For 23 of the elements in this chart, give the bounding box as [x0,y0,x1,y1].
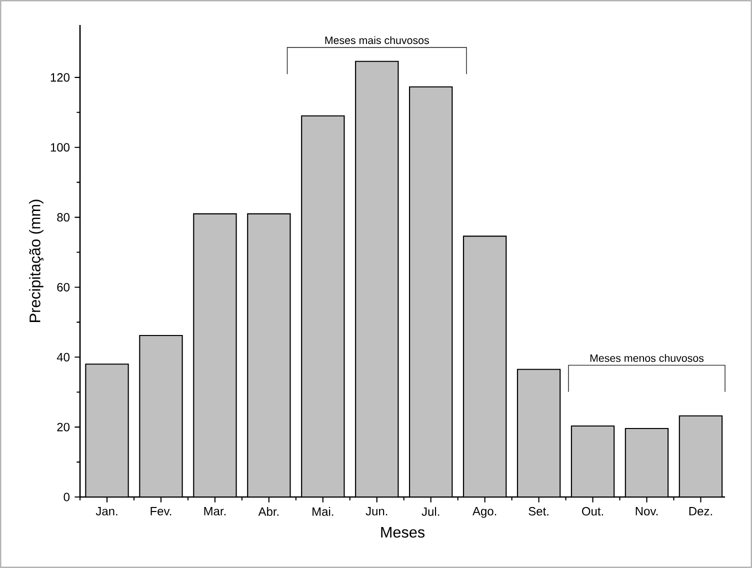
y-tick-label: 60 [57,282,70,292]
y-tick-label: 80 [57,213,70,222]
x-tick-label: Mar. [204,507,226,516]
x-tick-label: Nov. [636,507,658,516]
x-tick-label: Jul. [422,507,440,516]
x-tick-label: Jan. [96,507,118,516]
x-tick-label: Ago. [472,507,496,518]
x-tick-label: Abr. [258,507,279,516]
x-tick-label: Dez. [689,507,712,516]
annotation: Meses menos chuvosos [590,354,704,362]
x-tick-label: Jun. [366,507,388,516]
y-tick-label: 0 [64,492,70,502]
annotation: Meses mais chuvosos [325,36,429,44]
x-tick-label: Set. [528,507,548,516]
y-tick-label: 120 [50,73,70,82]
x-tick-label: Fev. [150,507,172,516]
y-axis-title: Precipitação (mm) [29,200,44,322]
y-tick-label: 40 [56,352,70,362]
x-tick-label: Out. [582,507,604,516]
y-tick-label: 100 [50,143,70,152]
y-tick-label: 20 [57,422,70,432]
x-axis-title: Meses [381,526,425,538]
x-tick-label: Mai. [312,507,334,516]
